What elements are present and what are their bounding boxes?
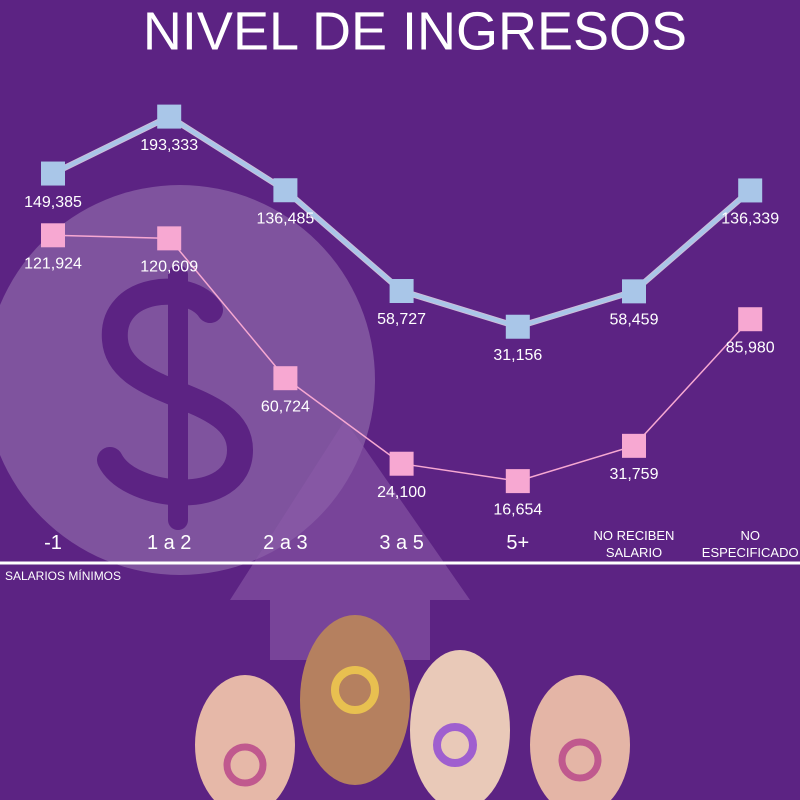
value-label: 60,724 [261, 398, 310, 415]
x-tick-label: NO ESPECIFICADO [701, 528, 799, 560]
marker [505, 314, 530, 339]
x-tick-label: -1 [44, 532, 62, 554]
x-tick-label: 2 a 3 [263, 532, 308, 554]
value-label: 58,727 [377, 311, 426, 328]
marker [273, 366, 298, 391]
marker [622, 433, 646, 458]
marker [505, 469, 530, 494]
value-label: 149,385 [24, 194, 82, 211]
value-label: 24,100 [377, 484, 426, 501]
value-label: 58,459 [610, 312, 659, 329]
x-tick-label: 5+ [506, 532, 530, 554]
marker [738, 178, 763, 203]
marker [41, 161, 65, 186]
hands [195, 615, 630, 800]
value-label: 16,654 [493, 501, 542, 518]
value-label: 31,759 [610, 466, 659, 483]
value-label: 121,924 [24, 256, 82, 273]
x-tick-label: 1 a 2 [146, 532, 192, 554]
marker [738, 307, 763, 332]
chart-title: NIVEL DE INGRESOS [143, 1, 687, 61]
value-label: 120,609 [140, 259, 198, 276]
marker [157, 104, 182, 129]
marker [389, 279, 414, 304]
x-tick-label: 3 a 5 [379, 532, 424, 554]
x-axis-label: SALARIOS MÍNIMOS [5, 568, 121, 583]
marker [41, 223, 65, 248]
marker [157, 226, 182, 251]
marker [389, 451, 414, 476]
arrow-icon [230, 420, 470, 660]
value-label: 136,339 [721, 211, 779, 228]
value-label: 31,156 [493, 347, 542, 364]
marker [273, 178, 298, 203]
value-label: 85,980 [726, 339, 775, 356]
marker [622, 279, 646, 304]
value-label: 193,333 [140, 137, 198, 154]
x-tick-label: NO RECIBEN SALARIO [593, 528, 675, 560]
value-label: 136,485 [256, 210, 314, 227]
